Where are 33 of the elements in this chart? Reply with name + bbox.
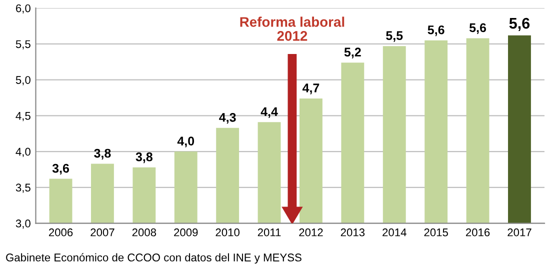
data-label: 3,8 bbox=[136, 152, 152, 164]
y-tick-label: 5,5 bbox=[16, 40, 30, 50]
x-tick-label: 2014 bbox=[382, 228, 406, 236]
y-tick-label: 4,5 bbox=[16, 112, 30, 122]
data-label: 5,2 bbox=[344, 48, 361, 58]
x-tick-label: 2010 bbox=[216, 228, 240, 236]
x-tick-label: 2016 bbox=[466, 228, 490, 236]
data-label: 3,6 bbox=[52, 164, 70, 175]
data-label: 5,6 bbox=[428, 25, 444, 36]
text: Gabinete Económico de CCOO con datos del INE y MEYSS bbox=[6, 253, 302, 264]
y-tick-label: 3,5 bbox=[16, 184, 30, 193]
data-label: 5,5 bbox=[386, 31, 403, 42]
data-label: 3,8 bbox=[94, 148, 111, 160]
x-tick-label: 2008 bbox=[132, 228, 156, 236]
x-tick-label: 2006 bbox=[48, 228, 73, 236]
x-tick-label: 2013 bbox=[340, 228, 365, 236]
y-tick-label: 4,0 bbox=[16, 148, 30, 157]
x-tick-label: 2017 bbox=[508, 228, 532, 236]
x-tick-label: 2007 bbox=[90, 228, 114, 236]
data-label: 4,7 bbox=[302, 84, 320, 94]
data-label: 5,6 bbox=[469, 23, 486, 34]
data-label: 5,6 bbox=[509, 18, 530, 31]
data-label: 4,0 bbox=[177, 136, 194, 148]
y-tick-label: 5,0 bbox=[16, 76, 30, 86]
y-tick-label: 3,0 bbox=[16, 220, 30, 229]
x-tick-label: 2015 bbox=[424, 228, 448, 236]
y-tick-label: 6,0 bbox=[16, 4, 30, 14]
data-label: 4,4 bbox=[260, 107, 278, 118]
x-tick-label: 2009 bbox=[174, 228, 198, 236]
data-label: 4,3 bbox=[219, 112, 236, 124]
annotation: Reforma laboral 2012 bbox=[240, 16, 344, 41]
x-tick-label: 2012 bbox=[299, 228, 323, 236]
x-tick-label: 2011 bbox=[258, 228, 281, 236]
